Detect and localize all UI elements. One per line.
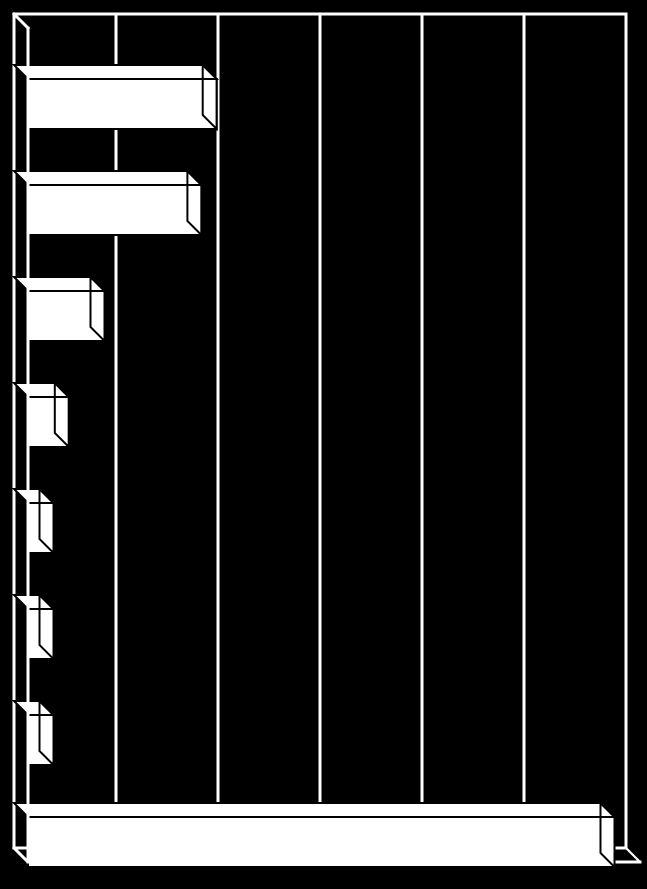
chart-svg xyxy=(0,0,647,889)
bar-top-7 xyxy=(14,803,615,817)
bar-front-7 xyxy=(28,817,615,867)
bar-front-2 xyxy=(28,291,105,341)
bar-front-6 xyxy=(28,715,54,765)
bar-front-1 xyxy=(28,185,201,235)
bar-front-0 xyxy=(28,79,217,129)
chart-background xyxy=(0,0,647,889)
bar-top-1 xyxy=(14,171,201,185)
bar-front-4 xyxy=(28,503,54,553)
bar-top-0 xyxy=(14,65,217,79)
bar-chart xyxy=(0,0,647,889)
bar-front-5 xyxy=(28,609,54,659)
